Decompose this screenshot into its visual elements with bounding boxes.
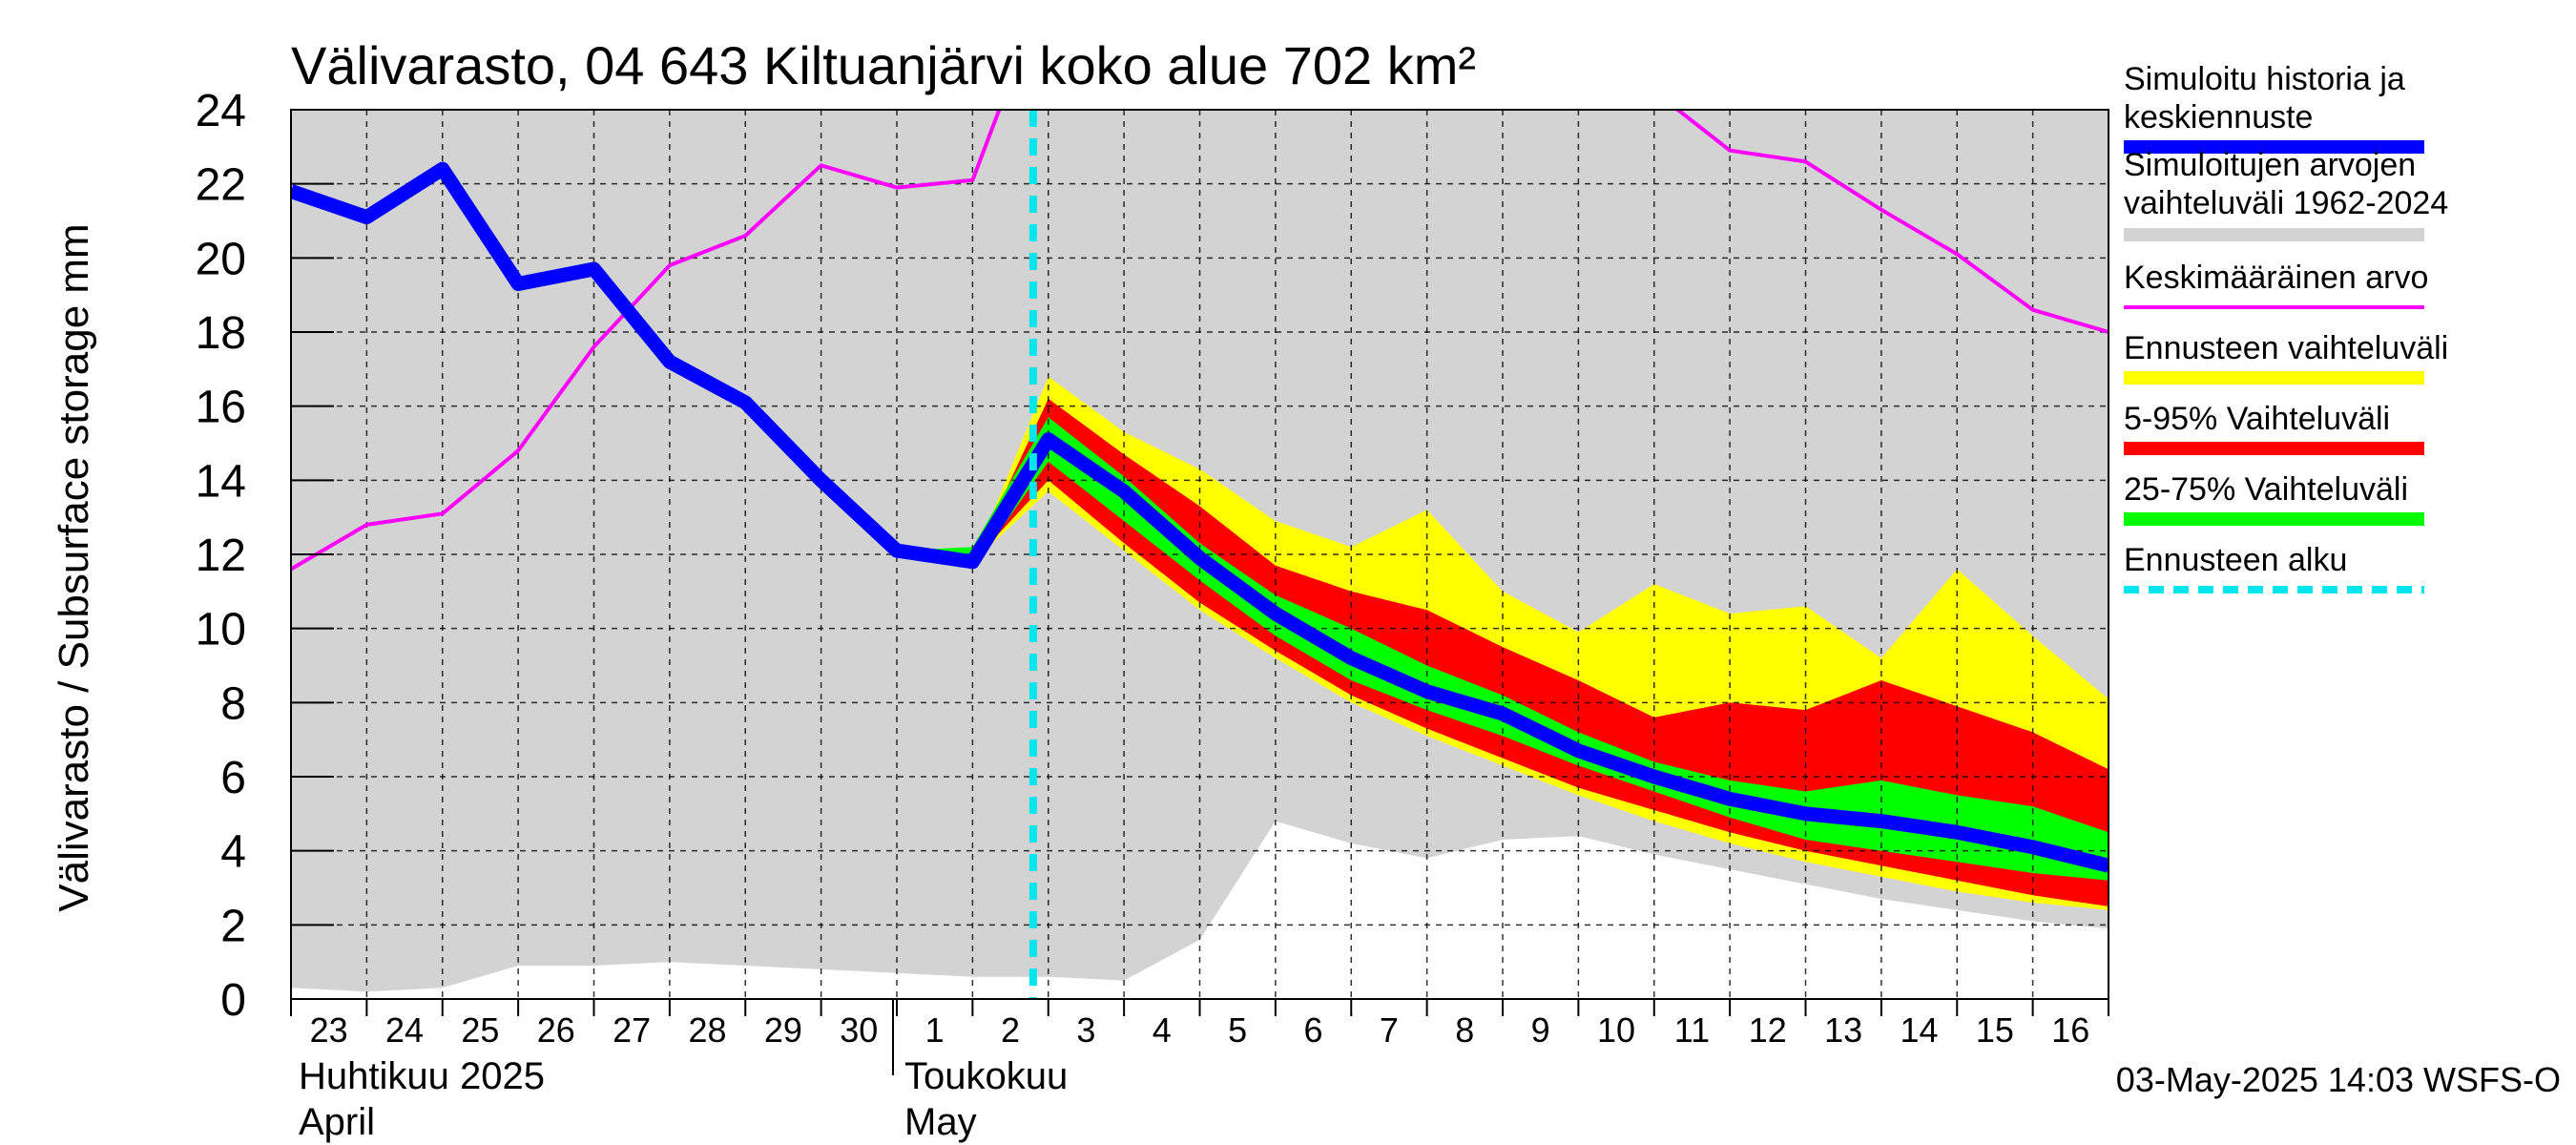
x-tick-label: 29 [764, 1010, 802, 1050]
legend-label: vaihteluväli 1962-2024 [2124, 185, 2448, 221]
timestamp: 03-May-2025 14:03 WSFS-O [2116, 1060, 2561, 1099]
grid [291, 110, 2109, 999]
x-tick-label: 13 [1824, 1010, 1862, 1050]
mean-line [291, 110, 2109, 572]
y-tick-label: 16 [196, 383, 246, 433]
legend-label: Simuloitujen arvojen [2124, 147, 2416, 183]
x-tick-label: 3 [1076, 1010, 1095, 1050]
x-tick-label: 2 [1001, 1010, 1020, 1050]
x-tick-label: 8 [1455, 1010, 1474, 1050]
legend-label: 25-75% Vaihteluväli [2124, 471, 2408, 508]
x-tick-label: 28 [689, 1010, 727, 1050]
y-tick-label: 12 [196, 531, 246, 581]
month-label: Huhtikuu 2025 [299, 1055, 545, 1097]
x-tick-label: 30 [840, 1010, 878, 1050]
legend-label: Ennusteen alku [2124, 542, 2347, 578]
legend-label: 5-95% Vaihteluväli [2124, 401, 2390, 437]
x-tick-label: 15 [1976, 1010, 2014, 1050]
legend-label: Ennusteen vaihteluväli [2124, 330, 2448, 366]
x-tick-label: 25 [461, 1010, 499, 1050]
month-label: Toukokuu [904, 1055, 1068, 1097]
x-tick-label: 1 [925, 1010, 945, 1050]
x-tick-label: 12 [1749, 1010, 1787, 1050]
plot-series [291, 110, 2109, 999]
x-tick-label: 23 [310, 1010, 348, 1050]
x-tick-label: 14 [1901, 1010, 1939, 1050]
chart-title: Välivarasto, 04 643 Kiltuanjärvi koko al… [291, 35, 1476, 95]
y-tick-label: 10 [196, 605, 246, 656]
y-tick-label: 22 [196, 160, 246, 211]
band-area-2 [972, 398, 2109, 906]
y-tick-label: 24 [196, 86, 246, 136]
x-tick-label: 16 [2051, 1010, 2089, 1050]
y-tick-label: 18 [196, 308, 246, 359]
x-axis: 23 24 25 26 27 28 29 30 1 2 3 4 5 6 7 8 9 10 11 12 13 14 15 16H… [290, 999, 2109, 1143]
y-tick-label: 20 [196, 234, 246, 284]
x-tick-label: 5 [1228, 1010, 1247, 1050]
y-tick-label: 14 [196, 456, 246, 507]
x-tick-label: 9 [1531, 1010, 1550, 1050]
y-tick-label: 4 [220, 827, 246, 878]
y-axis-label: Välivarasto / Subsurface storage mm [51, 223, 97, 911]
y-tick-label: 8 [220, 678, 246, 729]
x-tick-label: 26 [537, 1010, 575, 1050]
x-tick-label: 7 [1380, 1010, 1399, 1050]
month-label-en: April [299, 1101, 375, 1143]
legend-label: keskiennuste [2124, 99, 2313, 135]
x-tick-label: 6 [1304, 1010, 1323, 1050]
x-tick-label: 11 [1674, 1010, 1710, 1050]
y-tick-label: 6 [220, 753, 246, 803]
x-tick-label: 4 [1153, 1010, 1172, 1050]
month-label-en: May [904, 1101, 977, 1143]
x-tick-label: 24 [385, 1010, 424, 1050]
y-tick-label: 2 [220, 901, 246, 951]
x-tick-label: 10 [1597, 1010, 1635, 1050]
legend-label: Keskimääräinen arvo [2124, 260, 2428, 296]
simulated-line [291, 161, 2109, 873]
y-tick-label: 0 [220, 975, 246, 1026]
x-tick-label: 27 [613, 1010, 651, 1050]
legend-label: Simuloitu historia ja [2124, 61, 2405, 97]
